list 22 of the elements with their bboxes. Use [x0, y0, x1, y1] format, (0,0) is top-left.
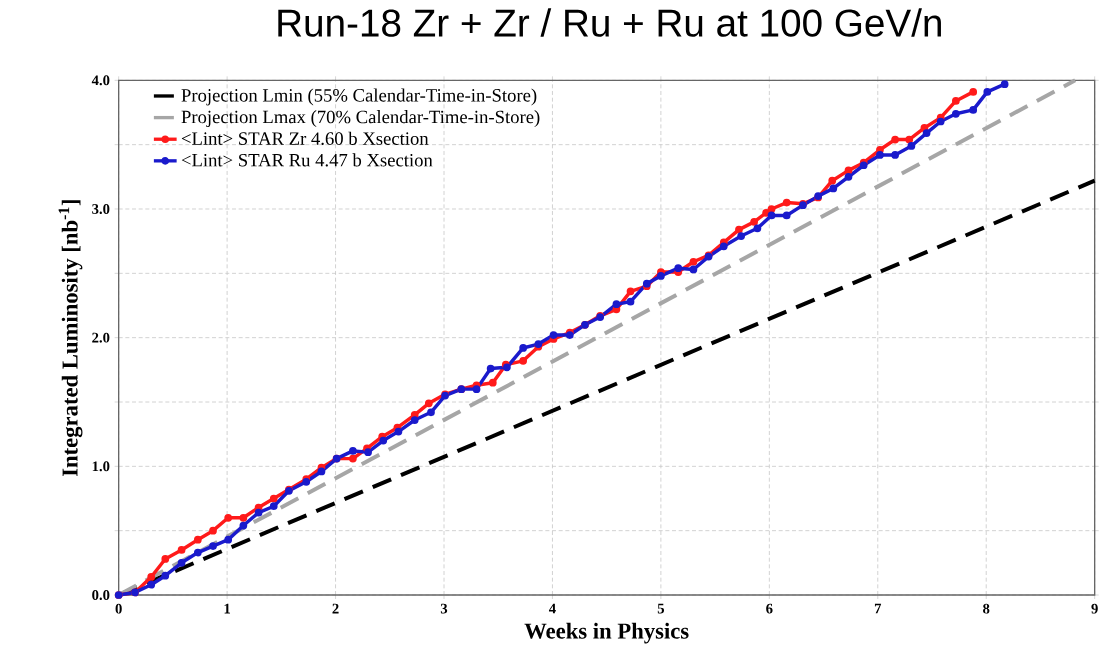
x-tick-label: 8: [983, 603, 990, 614]
y-tick-label: 1.0: [92, 461, 110, 472]
y-tick-label: 2.0: [92, 332, 110, 343]
x-axis-title: Weeks in Physics: [524, 622, 689, 644]
x-tick-label: 9: [1091, 603, 1098, 614]
x-tick-label: 2: [332, 603, 339, 614]
legend-label: <Lint> STAR Ru 4.47 b Xsection: [181, 153, 433, 167]
x-tick-label: 4: [548, 603, 556, 614]
x-tick-label: 0: [115, 603, 122, 614]
x-tick-label: 5: [657, 603, 665, 614]
y-tick-label: 0.0: [92, 590, 110, 600]
x-tick-label: 7: [874, 603, 882, 614]
legend-label: <Lint> STAR Zr 4.60 b Xsection: [181, 131, 429, 145]
y-tick-label: 4.0: [91, 75, 110, 86]
chart-title: Run-18 Zr + Zr / Ru + Ru at 100 GeV/n: [278, 8, 941, 37]
y-axis-title: Integrated Luminosity [nb$^{-1}$]: [58, 200, 83, 477]
y-tick-label: 3.0: [92, 204, 110, 214]
legend-label: Projection Lmin (55% Calendar-Time-in-Store): [181, 88, 537, 106]
x-tick-label: 1: [224, 603, 231, 614]
legend-label: Projection Lmax (70% Calendar-Time-in-Store): [181, 110, 540, 128]
x-tick-label: 3: [440, 603, 448, 614]
x-tick-label: 6: [766, 603, 773, 614]
